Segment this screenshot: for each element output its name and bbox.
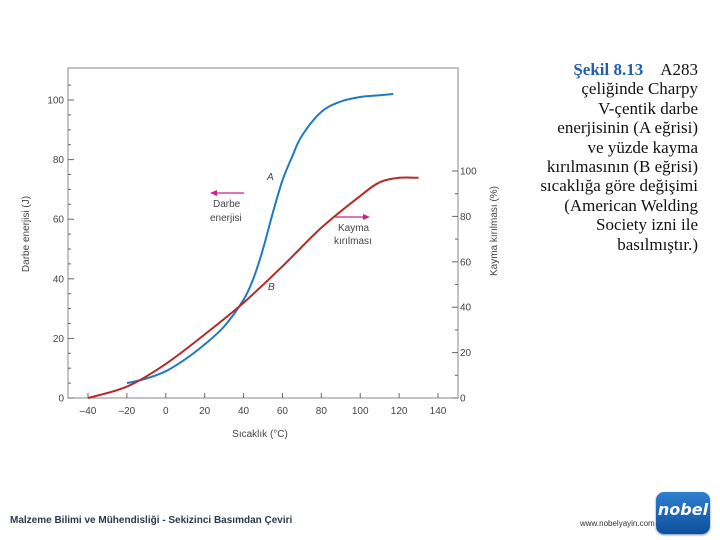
- y2-tick-label: 0: [460, 394, 466, 405]
- x-axis-label: Sıcaklık (°C): [232, 429, 288, 440]
- x-tick-label: –40: [80, 406, 97, 417]
- caption-line: sıcaklığa göre değişimi: [540, 176, 698, 196]
- y-axis-ticks: 0 20 40 60 80 100: [47, 84, 74, 405]
- y2-tick-label: 60: [460, 257, 472, 268]
- x-axis-ticks: –40 –20 0 20 40 60 80 100 120 140: [80, 393, 447, 417]
- y-tick-label: 40: [53, 274, 65, 285]
- caption-line: çeliğinde Charpy: [581, 79, 698, 99]
- y-tick-label: 20: [53, 334, 65, 345]
- x-tick-label: 0: [163, 406, 169, 417]
- y-tick-label: 0: [58, 394, 64, 405]
- publisher-logo: nobel: [656, 492, 710, 534]
- series-b-line: [87, 176, 419, 399]
- shear-fracture-label-line1: Kayma: [338, 223, 370, 234]
- caption-line: ve yüzde kayma: [587, 137, 698, 157]
- y-tick-label: 60: [53, 215, 65, 226]
- shear-fracture-arrowhead: [363, 214, 370, 220]
- caption-line: (American Welding: [564, 195, 698, 215]
- y2-tick-label: 20: [460, 348, 472, 359]
- x-tick-label: 40: [238, 406, 250, 417]
- plot-frame: [67, 67, 459, 399]
- x-tick-label: 20: [199, 406, 211, 417]
- series-b-label: B: [268, 282, 275, 293]
- figure-caption: Şekil 8.13 A283 çeliğinde Charpy V-çenti…: [520, 60, 698, 254]
- y2-axis-ticks: 0 20 40 60 80 100: [452, 167, 477, 405]
- logo-text: nobel: [657, 500, 709, 519]
- impact-energy-label-line2: enerjisi: [210, 213, 242, 224]
- caption-first-line: Şekil 8.13 A283: [520, 60, 698, 79]
- x-tick-label: 100: [352, 406, 369, 417]
- y-tick-label: 100: [47, 96, 64, 107]
- x-tick-label: 120: [391, 406, 408, 417]
- y2-tick-label: 100: [460, 167, 477, 178]
- caption-line: A283: [660, 60, 698, 79]
- y2-tick-label: 40: [460, 303, 472, 314]
- x-tick-label: –20: [119, 406, 136, 417]
- y-tick-label: 80: [53, 155, 65, 166]
- caption-line: enerjisinin (A eğrisi): [557, 118, 698, 138]
- series-a-line: [126, 93, 394, 385]
- book-title-footer: Malzeme Bilimi ve Mühendisliği - Sekizin…: [10, 515, 293, 526]
- series-a-label: A: [266, 172, 274, 183]
- y-axis-label: Darbe enerjisi (J): [21, 196, 32, 272]
- x-tick-label: 60: [277, 406, 289, 417]
- publisher-url[interactable]: www.nobelyayin.com: [580, 519, 655, 528]
- caption-line: kırılmasının (B eğrisi): [546, 157, 698, 177]
- impact-energy-label-line1: Darbe: [213, 199, 241, 210]
- x-tick-label: 80: [316, 406, 328, 417]
- impact-energy-arrowhead: [210, 190, 217, 196]
- y2-axis-label: Kayma kırılması (%): [489, 186, 500, 276]
- caption-line: Society izni ile: [596, 215, 698, 235]
- caption-line: basılmıştır.): [617, 234, 698, 254]
- x-tick-label: 140: [430, 406, 447, 417]
- figure-number: Şekil 8.13: [573, 60, 644, 79]
- shear-fracture-label-line2: kırılması: [334, 236, 372, 247]
- caption-line: V-çentik darbe: [598, 98, 698, 118]
- y2-tick-label: 80: [460, 212, 472, 223]
